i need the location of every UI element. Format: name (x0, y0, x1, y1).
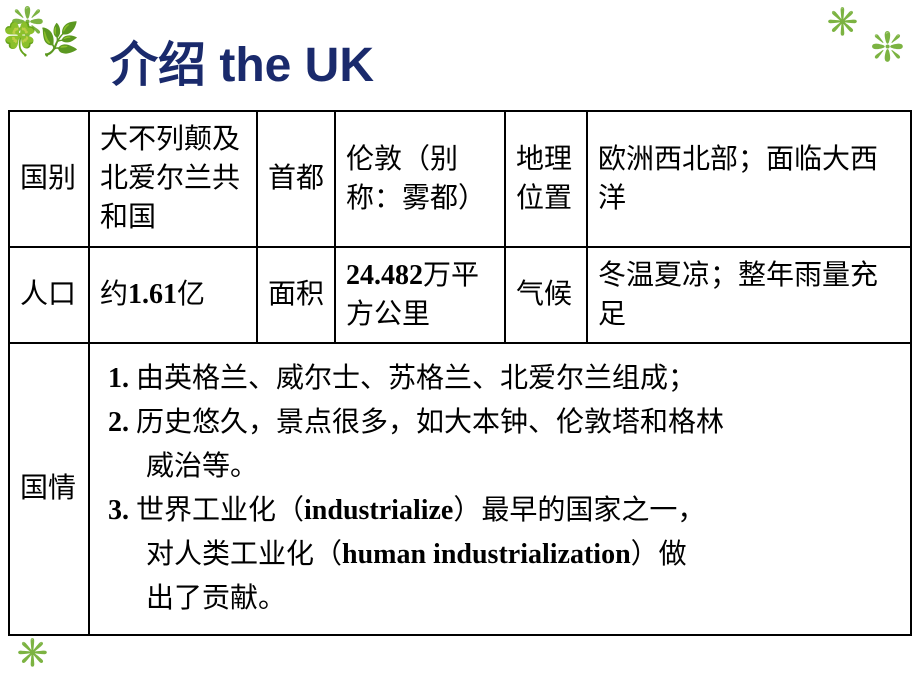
value-national-info: 1. 由英格兰、威尔士、苏格兰、北爱尔兰组成； 2. 历史悠久，景点很多，如大本… (89, 343, 911, 635)
item3-bold2: human industrialization (342, 539, 631, 570)
page-title: 介绍 the UK (0, 0, 920, 110)
item1-num: 1. (108, 363, 136, 394)
decoration-leaves-tl: 🍀🌿 (0, 20, 80, 58)
item3-num: 3. (108, 495, 136, 526)
decoration-flower-bl: ✳️ (15, 636, 50, 670)
table-row-2: 人口 约1.61亿 面积 24.482万平方公里 气候 冬温夏凉；整年雨量充足 (9, 247, 911, 343)
info-table-container: 国别 大不列颠及北爱尔兰共和国 首都 伦敦（别称：雾都） 地理位置 欧洲西北部；… (0, 110, 920, 636)
info-item-1: 1. 由英格兰、威尔士、苏格兰、北爱尔兰组成； (108, 358, 892, 400)
info-item-3-cont3: 出了贡献。 (108, 578, 892, 620)
item2-num: 2. (108, 407, 136, 438)
label-area: 面积 (257, 247, 335, 343)
info-table: 国别 大不列颠及北爱尔兰共和国 首都 伦敦（别称：雾都） 地理位置 欧洲西北部；… (8, 110, 912, 636)
item2-text: 历史悠久，景点很多，如大本钟、伦敦塔和格林 (136, 407, 724, 438)
pop-suffix: 亿 (177, 279, 205, 310)
decoration-flower-tr2: ❇️ (870, 30, 905, 64)
info-item-2: 2. 历史悠久，景点很多，如大本钟、伦敦塔和格林 (108, 402, 892, 444)
item3-text2: ）最早的国家之一， (453, 495, 705, 526)
value-capital: 伦敦（别称：雾都） (335, 111, 505, 247)
info-item-3: 3. 世界工业化（industrialize）最早的国家之一， (108, 490, 892, 532)
value-climate: 冬温夏凉；整年雨量充足 (587, 247, 911, 343)
item3-bold1: industrialize (304, 495, 453, 526)
value-country: 大不列颠及北爱尔兰共和国 (89, 111, 257, 247)
item1-text: 由英格兰、威尔士、苏格兰、北爱尔兰组成； (136, 363, 696, 394)
table-row-1: 国别 大不列颠及北爱尔兰共和国 首都 伦敦（别称：雾都） 地理位置 欧洲西北部；… (9, 111, 911, 247)
item3-text1: 世界工业化（ (136, 495, 304, 526)
label-population: 人口 (9, 247, 89, 343)
label-location: 地理位置 (505, 111, 587, 247)
table-row-3: 国情 1. 由英格兰、威尔士、苏格兰、北爱尔兰组成； 2. 历史悠久，景点很多，… (9, 343, 911, 635)
label-national-info: 国情 (9, 343, 89, 635)
value-location: 欧洲西北部；面临大西洋 (587, 111, 911, 247)
item3-cont1: 对人类工业化（ (146, 539, 342, 570)
label-climate: 气候 (505, 247, 587, 343)
label-capital: 首都 (257, 111, 335, 247)
pop-prefix: 约 (100, 279, 128, 310)
info-item-2-cont: 威治等。 (108, 446, 892, 488)
area-number: 24.482 (346, 260, 423, 291)
pop-number: 1.61 (128, 279, 177, 310)
value-area: 24.482万平方公里 (335, 247, 505, 343)
value-population: 约1.61亿 (89, 247, 257, 343)
info-list: 1. 由英格兰、威尔士、苏格兰、北爱尔兰组成； 2. 历史悠久，景点很多，如大本… (100, 352, 900, 626)
info-item-3-cont1: 对人类工业化（human industrialization）做 (108, 534, 892, 576)
label-country: 国别 (9, 111, 89, 247)
decoration-flower-tr1: ✳️ (825, 5, 860, 39)
item3-cont2: ）做 (631, 539, 687, 570)
